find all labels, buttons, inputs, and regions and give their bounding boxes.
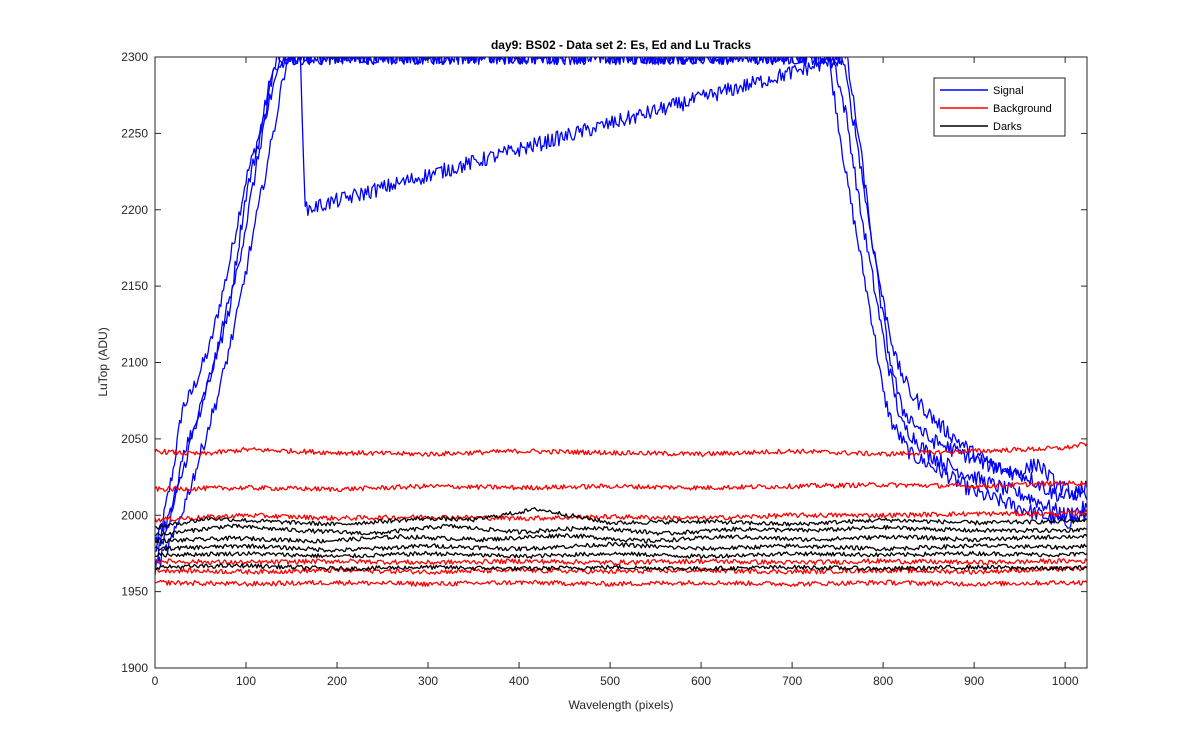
y-tick-label: 1900 <box>121 661 148 675</box>
y-tick-label: 2200 <box>121 203 148 217</box>
axis-ticks: 0 100 200 300 400 500 600 700 800 900 1000 1900 1950… <box>121 50 1087 688</box>
series-line-signal-2 <box>155 57 1087 544</box>
legend-label-background: Background <box>993 103 1052 115</box>
series-line-background-4 <box>155 441 1087 458</box>
chart-title: day9: BS02 - Data set 2: Es, Ed and Lu T… <box>491 38 751 52</box>
y-axis-label: LuTop (ADU) <box>96 327 110 396</box>
y-tick-label: 2150 <box>121 279 148 293</box>
legend-label-darks: Darks <box>993 121 1022 133</box>
series-line-darks-11 <box>155 523 1087 537</box>
y-tick-label: 2000 <box>121 508 148 522</box>
series-line-darks-15 <box>155 563 1087 572</box>
series-line-background-9 <box>155 579 1087 588</box>
series-line-background-7 <box>155 558 1087 566</box>
x-tick-label: 200 <box>327 674 347 688</box>
series-layer <box>155 57 1087 588</box>
legend-label-signal: Signal <box>993 85 1024 97</box>
x-tick-label: 500 <box>600 674 620 688</box>
x-tick-label: 400 <box>509 674 529 688</box>
plot-area <box>155 57 1087 668</box>
x-tick-label: 700 <box>782 674 802 688</box>
series-line-background-5 <box>155 480 1087 493</box>
x-tick-label: 300 <box>418 674 438 688</box>
series-line-darks-13 <box>155 541 1087 553</box>
series-line-darks-10 <box>155 507 1087 530</box>
series-line-signal-3 <box>155 57 1087 576</box>
series-line-darks-12 <box>155 533 1087 544</box>
x-tick-label: 100 <box>236 674 256 688</box>
legend: Signal Background Darks <box>933 77 1066 137</box>
x-tick-label: 600 <box>691 674 711 688</box>
x-tick-label: 0 <box>152 674 159 688</box>
y-tick-label: 2100 <box>121 356 148 370</box>
y-tick-label: 2250 <box>121 126 148 140</box>
y-tick-label: 2050 <box>121 432 148 446</box>
x-tick-label: 1000 <box>1052 674 1079 688</box>
series-line-background-6 <box>155 509 1087 523</box>
y-tick-label: 2300 <box>121 50 148 64</box>
x-axis-label: Wavelength (pixels) <box>569 698 674 712</box>
series-line-darks-14 <box>155 550 1087 559</box>
series-line-signal-1 <box>155 57 1087 563</box>
series-line-background-8 <box>155 565 1087 575</box>
x-tick-label: 900 <box>964 674 984 688</box>
y-tick-label: 1950 <box>121 585 148 599</box>
x-tick-label: 800 <box>873 674 893 688</box>
